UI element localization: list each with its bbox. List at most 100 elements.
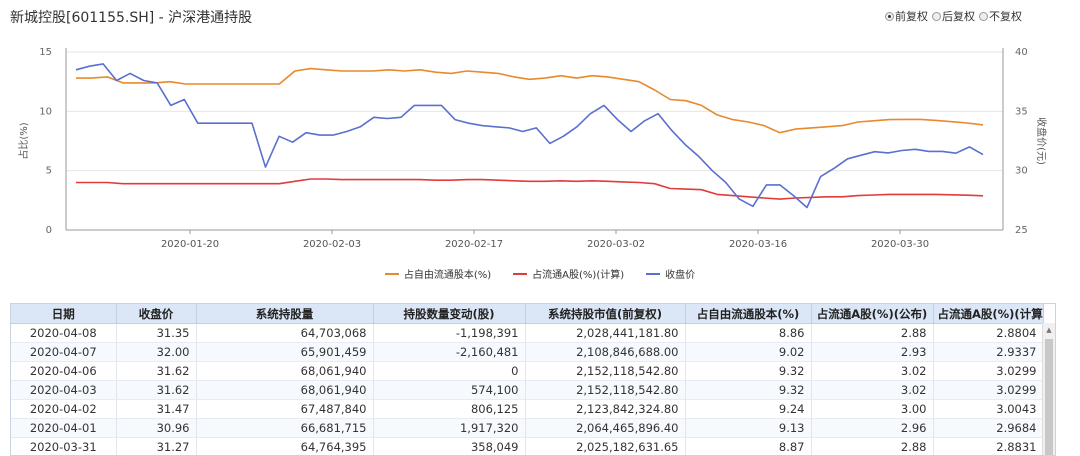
legend-item-float-a[interactable]: 占流通A股(%)(计算): [513, 266, 624, 281]
table-cell: 2,152,118,542.80: [525, 380, 686, 400]
page-title: 新城控股[601155.SH] - 沪深港通持股: [10, 10, 253, 26]
column-header[interactable]: 占流通A股(%)(计算): [933, 304, 1044, 324]
table-body: 2020-04-08 31.35 64,703,068 -1,198,391 2,028…: [11, 323, 1044, 455]
table-cell: 2020-04-03: [11, 380, 117, 400]
table-cell: 9.24: [685, 399, 812, 419]
table-row[interactable]: 2020-04-07 32.00 65,901,459 -2,160,481 2,108…: [11, 342, 1044, 362]
table-row[interactable]: 2020-04-02 31.47 67,487,840 806,125 2,123,84…: [11, 399, 1044, 419]
column-header[interactable]: 系统持股量: [196, 304, 374, 324]
table-cell: 8.87: [685, 437, 812, 455]
table-cell: 2020-04-07: [11, 342, 117, 362]
y-left-tick-label: 5: [46, 166, 52, 177]
x-tick-label: 2020-01-20: [161, 239, 219, 250]
table-cell: 2,152,118,542.80: [525, 361, 686, 381]
legend-item-free-float[interactable]: 占自由流通股本(%): [384, 266, 491, 281]
table-cell: 31.62: [116, 361, 197, 381]
series-line: [76, 178, 984, 200]
column-header[interactable]: 占流通A股(%)(公布): [811, 304, 934, 324]
table-cell: 65,901,459: [196, 342, 374, 362]
x-tick-label: 2020-02-03: [303, 239, 361, 250]
radio-label: 不复权: [989, 10, 1022, 23]
table-cell: 2.9684: [933, 418, 1044, 438]
x-tick-label: 2020-03-02: [587, 239, 645, 250]
table-cell: 68,061,940: [196, 380, 374, 400]
y-left-tick-label: 10: [39, 106, 52, 117]
y-right-tick-label: 40: [1015, 47, 1028, 58]
holdings-chart: 0 5 10 15 25 30 35 40 占比(%) 收盘价(元) 2020-01-20 2020-…: [17, 47, 1048, 250]
table-row[interactable]: 2020-04-06 31.62 68,061,940 0 2,152,118,542.…: [11, 361, 1044, 381]
table-cell: 2020-03-31: [11, 437, 117, 455]
table-cell: 2.8831: [933, 437, 1044, 455]
y-right-axis-title: 收盘价(元): [1035, 117, 1048, 165]
y-left-axis-title: 占比(%): [17, 122, 30, 159]
table-cell: 574,100: [373, 380, 526, 400]
column-header[interactable]: 收盘价: [116, 304, 197, 324]
table-cell: 2020-04-06: [11, 361, 117, 381]
table-cell: 67,487,840: [196, 399, 374, 419]
table-cell: 3.02: [811, 380, 934, 400]
table-cell: -2,160,481: [373, 342, 526, 362]
table-cell: 2020-04-08: [11, 323, 117, 343]
column-header[interactable]: 系统持股市值(前复权): [525, 304, 686, 324]
table-cell: 2,123,842,324.80: [525, 399, 686, 419]
table-cell: 64,764,395: [196, 437, 374, 455]
table-cell: 9.13: [685, 418, 812, 438]
table-cell: 3.00: [811, 399, 934, 419]
table-cell: 9.32: [685, 380, 812, 400]
radio-label: 后复权: [942, 10, 975, 23]
table-cell: 2.88: [811, 323, 934, 343]
table-cell: 3.0299: [933, 361, 1044, 381]
table-header-row: 日期 收盘价 系统持股量 持股数量变动(股) 系统持股市值(前复权) 占自由流通股本(%)…: [11, 304, 1044, 324]
table-cell: 2,064,465,896.40: [525, 418, 686, 438]
table-cell: 31.35: [116, 323, 197, 343]
table-row[interactable]: 2020-04-08 31.35 64,703,068 -1,198,391 2,028…: [11, 323, 1044, 343]
radio-forward-adjust[interactable]: 前复权: [885, 8, 928, 24]
radio-backward-adjust[interactable]: 后复权: [932, 8, 975, 24]
table-row[interactable]: 2020-03-31 31.27 64,764,395 358,049 2,025,18…: [11, 437, 1044, 455]
chart-legend: 占自由流通股本(%) 占流通A股(%)(计算) 收盘价: [0, 266, 1080, 281]
table-cell: 2.8804: [933, 323, 1044, 343]
legend-label: 收盘价: [665, 270, 696, 281]
table-cell: 2020-04-01: [11, 418, 117, 438]
table-row[interactable]: 2020-04-01 30.96 66,681,715 1,917,320 2,064,…: [11, 418, 1044, 438]
table-cell: 2020-04-02: [11, 399, 117, 419]
table-cell: 9.32: [685, 361, 812, 381]
table-cell: 9.02: [685, 342, 812, 362]
y-right-tick-label: 30: [1015, 166, 1028, 177]
table-row[interactable]: 2020-04-03 31.62 68,061,940 574,100 2,152,11…: [11, 380, 1044, 400]
scroll-up-icon[interactable]: ▲: [1046, 326, 1052, 334]
column-header[interactable]: 日期: [11, 304, 117, 324]
scrollbar-thumb[interactable]: [1045, 339, 1053, 455]
adjust-options: 前复权 后复权 不复权: [885, 8, 1022, 24]
radio-dot-icon: [932, 11, 941, 21]
legend-item-close-price[interactable]: 收盘价: [646, 266, 695, 281]
legend-swatch: [646, 272, 661, 275]
table-cell: 31.47: [116, 399, 197, 419]
table-cell: 31.27: [116, 437, 197, 455]
radio-no-adjust[interactable]: 不复权: [979, 8, 1022, 24]
table-cell: 31.62: [116, 380, 197, 400]
table-cell: 806,125: [373, 399, 526, 419]
table-scrollbar[interactable]: ▲: [1042, 323, 1055, 455]
x-tick-label: 2020-03-16: [729, 239, 787, 250]
table-cell: 2.88: [811, 437, 934, 455]
column-header[interactable]: 持股数量变动(股): [373, 304, 526, 324]
table-cell: 2,108,846,688.00: [525, 342, 686, 362]
table-cell: 2,025,182,631.65: [525, 437, 686, 455]
legend-label: 占流通A股(%)(计算): [532, 270, 625, 281]
series-line: [75, 63, 984, 209]
y-left-tick-label: 0: [46, 225, 52, 236]
x-tick-label: 2020-02-17: [445, 239, 503, 250]
column-header[interactable]: 占自由流通股本(%): [685, 304, 812, 324]
table-cell: 30.96: [116, 418, 197, 438]
table-cell: 3.0043: [933, 399, 1044, 419]
table-cell: 64,703,068: [196, 323, 374, 343]
y-right-tick-label: 25: [1015, 225, 1028, 236]
table-cell: 2.93: [811, 342, 934, 362]
radio-dot-icon: [979, 11, 988, 21]
table-cell: 68,061,940: [196, 361, 374, 381]
legend-swatch: [513, 272, 528, 275]
y-right-tick-label: 35: [1015, 106, 1028, 117]
series-line: [76, 67, 984, 134]
table-cell: 1,917,320: [373, 418, 526, 438]
